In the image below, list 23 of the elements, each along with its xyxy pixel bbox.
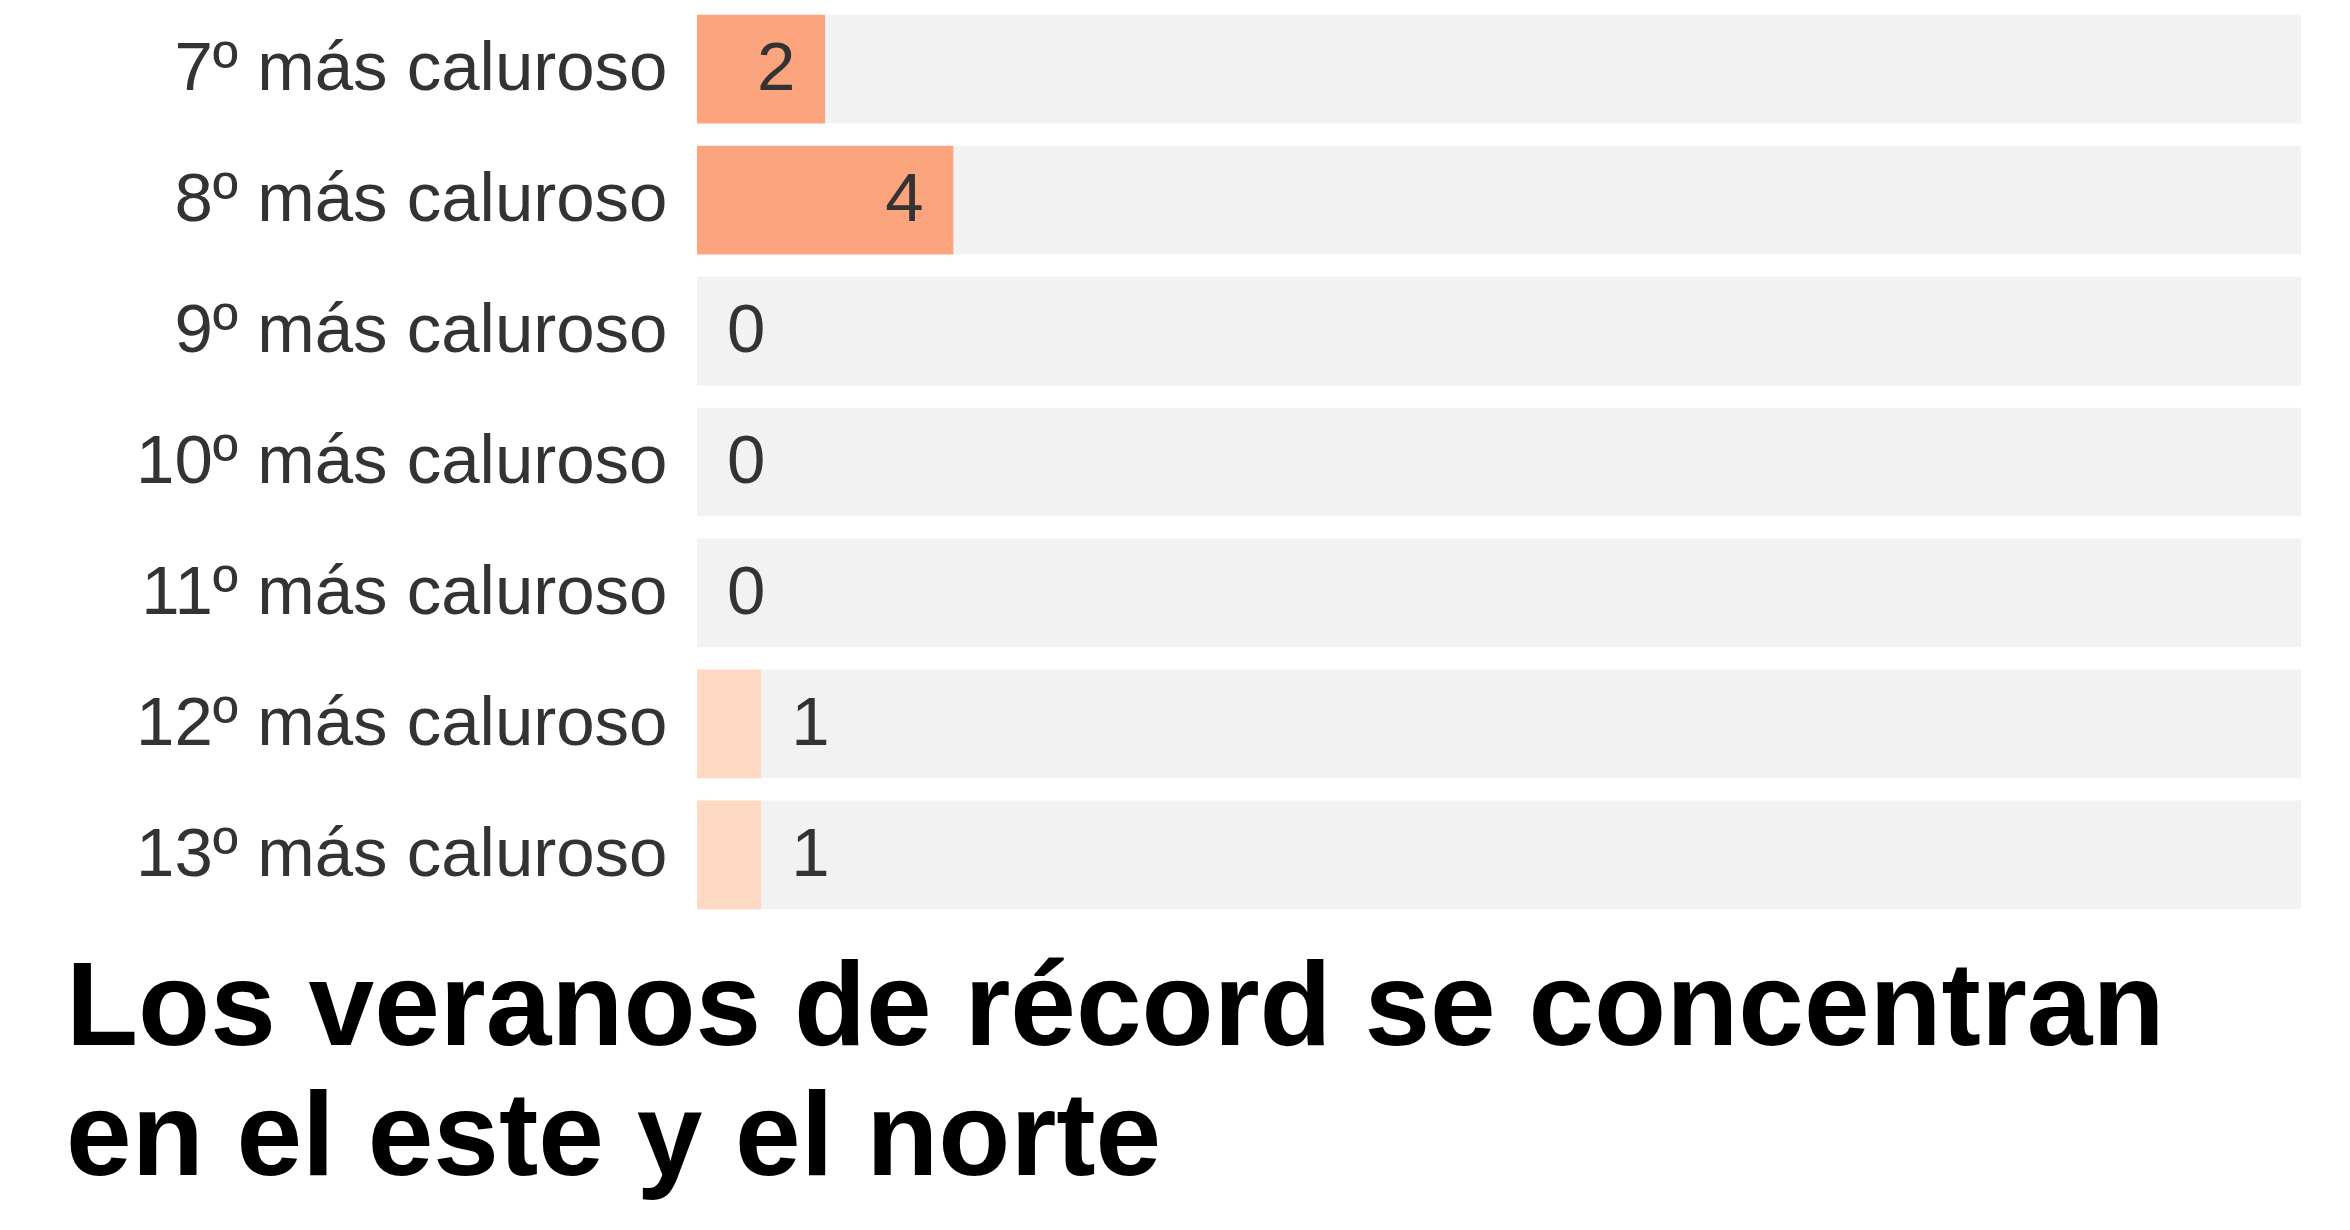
bar (761, 669, 2301, 779)
y-tick-label: 10º más caluroso (136, 421, 668, 498)
annotation: 0 (727, 290, 766, 368)
annotation: 0 (727, 421, 766, 498)
bar (697, 800, 762, 910)
bar (953, 145, 2301, 255)
bar (825, 14, 2301, 124)
y-tick-label: 7º más caluroso (174, 28, 668, 106)
y-tick-label: 12º más caluroso (136, 682, 668, 760)
y-tick-label: 9º más caluroso (174, 290, 668, 368)
data-label: 2 (756, 28, 796, 106)
bar (697, 669, 762, 779)
y-tick-label: 8º más caluroso (174, 159, 668, 237)
data-label: 4 (885, 159, 924, 237)
y-tick-label: 11º más caluroso (141, 551, 668, 629)
bar (761, 800, 2301, 910)
annotation: Los veranos de récord se concentran en el este y el norte (66, 938, 2166, 1200)
data-label: 1 (791, 682, 830, 760)
bar (697, 145, 954, 255)
data-label: 1 (791, 813, 830, 891)
annotation: 0 (727, 551, 766, 629)
y-tick-label: 13º más caluroso (136, 813, 668, 891)
bar (697, 14, 826, 124)
